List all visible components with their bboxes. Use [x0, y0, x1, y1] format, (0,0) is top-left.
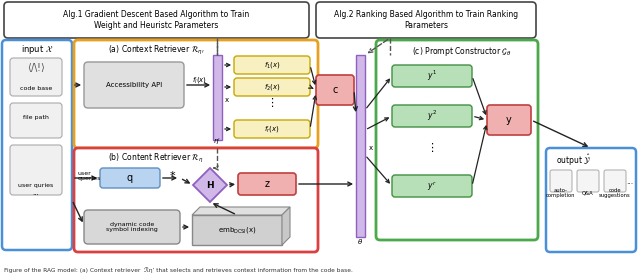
Bar [356, 55, 365, 237]
FancyBboxPatch shape [392, 65, 472, 87]
Text: input $\mathcal{X}$: input $\mathcal{X}$ [20, 43, 53, 57]
Text: Alg.2 Ranking Based Algorithm to Train Ranking
Parameters: Alg.2 Ranking Based Algorithm to Train R… [334, 10, 518, 30]
Text: code base: code base [20, 85, 52, 90]
FancyBboxPatch shape [234, 56, 310, 74]
FancyBboxPatch shape [84, 62, 184, 108]
Text: ...: ... [33, 190, 40, 196]
Text: $\langle$/\!$\rangle$: $\langle$/\!$\rangle$ [27, 62, 45, 74]
FancyBboxPatch shape [487, 105, 531, 135]
FancyBboxPatch shape [316, 75, 354, 105]
Text: Q&A: Q&A [582, 190, 594, 195]
Text: (a) Context Retriever $\mathcal{R}_{\eta\prime}$: (a) Context Retriever $\mathcal{R}_{\eta… [108, 43, 205, 57]
FancyBboxPatch shape [604, 170, 626, 192]
Text: output $\hat{\mathcal{Y}}$: output $\hat{\mathcal{Y}}$ [556, 152, 591, 168]
Text: $\mathrm{emb_{DCSI}(x)}$: $\mathrm{emb_{DCSI}(x)}$ [218, 225, 256, 235]
FancyBboxPatch shape [74, 148, 318, 252]
FancyBboxPatch shape [376, 40, 538, 240]
Text: user
queries: user queries [78, 171, 101, 181]
Text: $y^r$: $y^r$ [428, 179, 436, 193]
Text: x: x [369, 145, 373, 151]
Text: dynamic code
symbol indexing: dynamic code symbol indexing [106, 221, 158, 232]
FancyBboxPatch shape [546, 148, 636, 252]
Text: ...: ... [627, 176, 634, 186]
Text: x: x [225, 97, 229, 103]
Text: c: c [332, 85, 338, 95]
Text: H: H [206, 181, 214, 190]
FancyBboxPatch shape [4, 2, 309, 38]
Polygon shape [193, 168, 227, 202]
Bar [192, 215, 282, 245]
FancyBboxPatch shape [392, 105, 472, 127]
FancyBboxPatch shape [234, 78, 310, 96]
FancyBboxPatch shape [392, 175, 472, 197]
Text: user quries: user quries [19, 183, 54, 188]
FancyBboxPatch shape [550, 170, 572, 192]
Text: (b) Content Retriever $\mathcal{R}_{\eta}$: (b) Content Retriever $\mathcal{R}_{\eta… [108, 151, 204, 165]
Text: $f_r(x)$: $f_r(x)$ [264, 124, 280, 134]
FancyBboxPatch shape [74, 40, 318, 148]
Bar [213, 55, 222, 140]
Text: *: * [169, 171, 175, 181]
FancyBboxPatch shape [84, 210, 180, 244]
Polygon shape [192, 207, 290, 215]
FancyBboxPatch shape [10, 103, 62, 138]
FancyBboxPatch shape [2, 40, 72, 250]
Text: Alg.1 Gradient Descent Based Algorithm to Train
Weight and Heuristc Parameters: Alg.1 Gradient Descent Based Algorithm t… [63, 10, 249, 30]
Polygon shape [282, 207, 290, 245]
Text: $y^2$: $y^2$ [427, 109, 437, 123]
FancyBboxPatch shape [100, 168, 160, 188]
FancyBboxPatch shape [577, 170, 599, 192]
FancyBboxPatch shape [10, 58, 62, 96]
Text: Accessibility API: Accessibility API [106, 82, 162, 88]
FancyBboxPatch shape [10, 145, 62, 195]
Text: $f_1(x)$: $f_1(x)$ [264, 60, 280, 70]
Text: y: y [506, 115, 512, 125]
Text: z: z [264, 179, 269, 189]
FancyBboxPatch shape [238, 173, 296, 195]
Text: $\theta$: $\theta$ [357, 237, 363, 246]
Text: q: q [127, 173, 133, 183]
Text: ⋮: ⋮ [426, 143, 438, 153]
Text: $y^1$: $y^1$ [427, 69, 437, 83]
Text: auto-
completion: auto- completion [547, 188, 576, 199]
FancyBboxPatch shape [234, 120, 310, 138]
Text: $\eta'$: $\eta'$ [213, 137, 221, 148]
Text: ⋮: ⋮ [266, 98, 278, 108]
Text: $f_l(x)$: $f_l(x)$ [193, 75, 207, 85]
FancyBboxPatch shape [316, 2, 536, 38]
Text: code
suggestions: code suggestions [599, 188, 631, 199]
Text: $f_2(x)$: $f_2(x)$ [264, 82, 280, 92]
Text: (c) Prompt Constructor $\mathcal{G}_{\theta}$: (c) Prompt Constructor $\mathcal{G}_{\th… [412, 45, 511, 59]
Text: file path: file path [23, 115, 49, 120]
Text: Figure of the RAG model: (a) Context retriever  ℛη’ that selects and retrieves c: Figure of the RAG model: (a) Context ret… [4, 267, 353, 273]
